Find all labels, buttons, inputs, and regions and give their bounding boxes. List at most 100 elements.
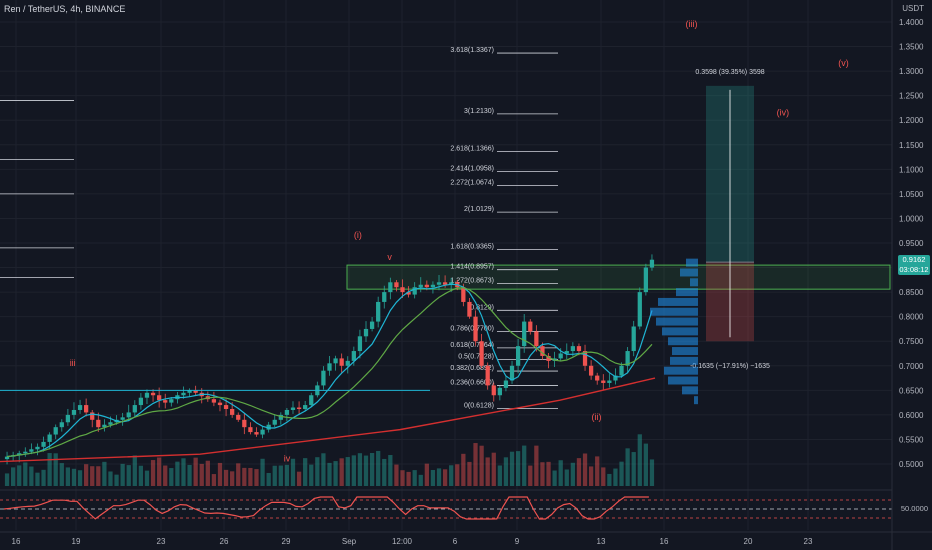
volume-bar bbox=[193, 457, 198, 486]
fib-label: 1.272(0.8673) bbox=[450, 278, 494, 285]
profile-bar bbox=[690, 278, 698, 287]
volume-bar bbox=[461, 453, 466, 486]
indicator-value: 50.0000 bbox=[900, 504, 928, 513]
volume-bar bbox=[321, 453, 326, 486]
candle-body bbox=[339, 358, 344, 366]
volume-bar bbox=[491, 452, 496, 486]
volume-bar bbox=[351, 455, 356, 486]
volume-bar bbox=[345, 457, 350, 486]
volume-bar bbox=[77, 470, 83, 486]
profile-bar bbox=[658, 297, 698, 306]
currency-label: USDT bbox=[902, 4, 924, 13]
oscillator-line bbox=[3, 496, 649, 520]
volume-bar bbox=[59, 463, 64, 486]
volume-bar bbox=[47, 453, 52, 486]
volume-bar bbox=[412, 470, 417, 486]
volume-bar bbox=[90, 466, 95, 486]
volume-bar bbox=[601, 467, 606, 486]
candle-body bbox=[163, 400, 168, 403]
volume-bar bbox=[35, 472, 40, 486]
time-tick: 29 bbox=[282, 537, 291, 546]
candle-body bbox=[17, 453, 22, 456]
volume-bar bbox=[278, 465, 283, 486]
volume-bar bbox=[363, 455, 369, 486]
candle-body bbox=[643, 267, 649, 293]
volume-bar bbox=[175, 461, 180, 486]
profile-bar bbox=[656, 317, 698, 326]
stop-label: -0.1635 (−17.91%) −1635 bbox=[690, 363, 770, 370]
volume-bar bbox=[187, 464, 192, 486]
candle-body bbox=[144, 392, 150, 398]
profile-bar bbox=[662, 327, 698, 336]
volume-bar bbox=[290, 458, 296, 486]
volume-bar bbox=[169, 468, 174, 486]
volume-bar bbox=[211, 474, 217, 486]
fib-label: 2.414(1.0958) bbox=[450, 165, 494, 172]
profile-bar bbox=[664, 366, 698, 375]
profile-bar bbox=[680, 268, 698, 277]
volume-bar bbox=[479, 445, 484, 486]
ma-fast-line bbox=[6, 283, 653, 458]
volume-bar bbox=[406, 471, 411, 486]
price-tick: 0.7000 bbox=[899, 362, 924, 371]
candle-body bbox=[461, 287, 466, 302]
price-tick: 1.0000 bbox=[899, 214, 924, 223]
volume-bar bbox=[449, 465, 454, 486]
candle-body bbox=[546, 355, 551, 361]
volume-bar bbox=[96, 466, 101, 486]
candle-body bbox=[503, 380, 509, 388]
volume-bar bbox=[442, 469, 448, 486]
profile-bar bbox=[694, 396, 698, 405]
candle-body bbox=[71, 409, 77, 415]
volume-bar bbox=[114, 474, 119, 486]
price-tick: 0.5500 bbox=[899, 435, 924, 444]
time-axis[interactable]: 16 19 23 26 29 Sep 12:00 6 9 13 16 20 23 bbox=[0, 531, 932, 546]
volume-bar bbox=[199, 463, 204, 486]
volume-bar bbox=[296, 471, 302, 486]
volume-bar bbox=[558, 460, 563, 486]
wave-label: (iii) bbox=[686, 19, 698, 29]
volume-bar bbox=[272, 465, 277, 486]
candle-body bbox=[41, 441, 46, 447]
candle-body bbox=[345, 360, 350, 366]
time-tick: 16 bbox=[12, 537, 21, 546]
volume-bar bbox=[467, 461, 472, 486]
bar-countdown: 03:08:12 bbox=[899, 265, 929, 274]
price-tick: 1.4000 bbox=[899, 18, 924, 27]
last-price: 0.9162 bbox=[902, 255, 926, 264]
candle-body bbox=[96, 419, 101, 428]
volume-bar bbox=[315, 457, 320, 486]
candle-body bbox=[138, 397, 144, 406]
candle-body bbox=[442, 282, 448, 285]
profile-bar bbox=[672, 347, 698, 356]
volume-bar bbox=[242, 467, 247, 486]
candle-body bbox=[363, 328, 369, 337]
long-position-tool[interactable]: 0.3598 (39.35%) 3598 -0.1635 (−17.91%) −1… bbox=[690, 69, 770, 370]
profile-bar bbox=[668, 337, 698, 346]
volume-bar bbox=[570, 462, 575, 486]
volume-bar bbox=[509, 451, 515, 486]
candle-body bbox=[284, 409, 290, 415]
candle-body bbox=[576, 346, 582, 352]
volume-bar bbox=[266, 472, 271, 486]
candle-body bbox=[65, 414, 71, 423]
fib-extension[interactable]: 3.618(1.3367) 3(1.2130) 2.618(1.1366) 2.414… bbox=[450, 47, 558, 410]
candle-body bbox=[418, 284, 423, 288]
price-tick: 0.7500 bbox=[899, 337, 924, 346]
candle-body bbox=[230, 408, 235, 415]
volume-bar bbox=[102, 461, 107, 486]
candle-body bbox=[248, 427, 253, 433]
candle-body bbox=[193, 390, 198, 393]
fib-label: (0.8129) bbox=[468, 304, 494, 311]
price-tick: 0.8000 bbox=[899, 313, 924, 322]
volume-bar bbox=[138, 465, 144, 486]
candle-body bbox=[582, 351, 588, 366]
profile-bar bbox=[682, 386, 698, 395]
candle-body bbox=[236, 414, 241, 420]
candle-body bbox=[588, 365, 594, 376]
fib-label: 2.618(1.1366) bbox=[450, 145, 494, 152]
candle-body bbox=[296, 407, 302, 409]
candle-body bbox=[187, 390, 192, 393]
